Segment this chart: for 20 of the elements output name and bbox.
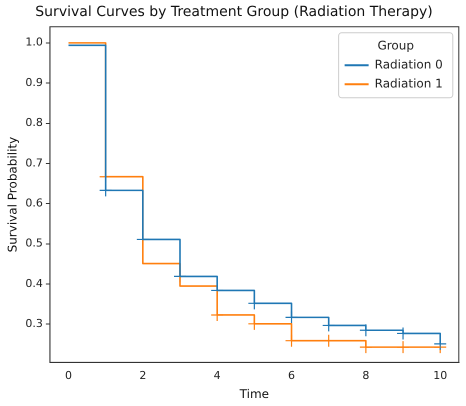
- x-tick-label: 6: [288, 368, 296, 382]
- x-tick-label: 2: [139, 368, 146, 382]
- y-axis-title: Survival Probability: [5, 136, 20, 252]
- x-tick-label: 4: [214, 368, 221, 382]
- x-tick-label: 0: [64, 368, 72, 382]
- y-tick-label: 0.4: [25, 276, 43, 290]
- y-tick-label: 0.5: [25, 236, 43, 250]
- x-tick-label: 10: [433, 368, 448, 382]
- legend-title: Group: [377, 38, 414, 52]
- y-tick-label: 0.7: [25, 156, 43, 170]
- y-tick-label: 0.9: [25, 76, 43, 89]
- x-axis-title: Time: [238, 386, 270, 401]
- y-tick-label: 1.0: [25, 36, 43, 49]
- x-tick-label: 8: [362, 368, 370, 382]
- y-tick-label: 0.6: [25, 196, 43, 210]
- y-tick-label: 0.8: [25, 116, 43, 130]
- y-tick-label: 0.3: [25, 317, 43, 330]
- chart-title: Survival Curves by Treatment Group (Radiation Therapy): [35, 4, 433, 20]
- legend-label: Radiation 1: [374, 76, 443, 90]
- legend-label: Radiation 0: [374, 57, 443, 72]
